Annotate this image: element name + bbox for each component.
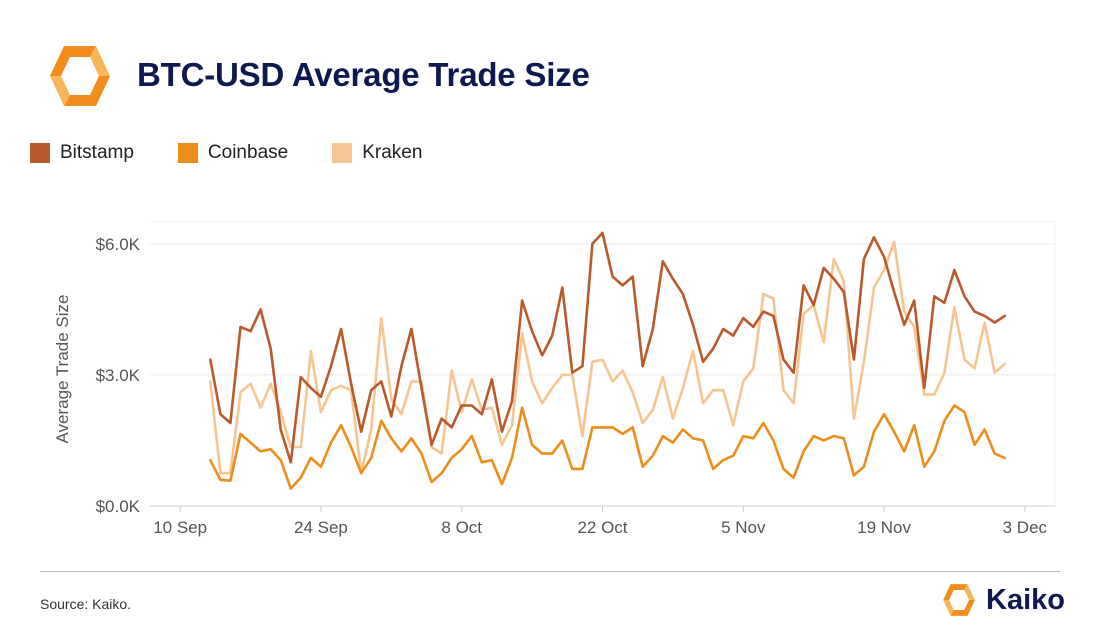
brand-logo-bottom-right-segment: [950, 600, 975, 616]
x-tick-label: 8 Oct: [441, 518, 482, 537]
x-tick-label: 24 Sep: [294, 518, 348, 537]
legend-item-kraken: Kraken: [332, 142, 422, 164]
legend-swatch-kraken: [332, 143, 353, 163]
legend-item-bitstamp: Bitstamp: [30, 142, 134, 164]
logo-bottom-right-segment: [64, 76, 110, 106]
legend-swatch-coinbase: [177, 143, 198, 163]
y-tick-label: $6.0K: [96, 235, 141, 254]
brand-logo-top-right-segment: [964, 584, 975, 600]
legend-label-kraken: Kraken: [362, 142, 423, 163]
footer-divider: [40, 571, 1060, 572]
logo-top-right-segment: [90, 46, 110, 76]
brand-name: Kaiko: [986, 583, 1065, 616]
x-tick-label: 19 Nov: [857, 518, 911, 537]
chart-legend: Bitstamp Coinbase Kraken: [30, 142, 466, 164]
series-line-bitstamp: [209, 231, 1007, 464]
y-axis-title: Average Trade Size: [53, 295, 72, 444]
kaiko-logo-icon: [943, 584, 975, 616]
legend-swatch-bitstamp: [30, 143, 50, 163]
x-tick-label: 5 Nov: [721, 518, 766, 537]
series-line-coinbase: [209, 404, 1007, 490]
page-title: BTC-USD Average Trade Size: [137, 56, 590, 93]
kaiko-logo-icon: [50, 46, 110, 106]
source-note: Source: Kaiko.: [40, 596, 132, 612]
series-line-kraken: [209, 240, 1007, 475]
logo-top-left-segment: [50, 46, 96, 76]
y-tick-label: $3.0K: [96, 366, 141, 385]
y-tick-label: $0.0K: [96, 497, 141, 516]
logo-bottom-left-segment: [50, 76, 70, 106]
legend-label-bitstamp: Bitstamp: [60, 142, 134, 163]
footer-brand: Kaiko: [940, 581, 1065, 619]
legend-item-coinbase: Coinbase: [177, 142, 289, 164]
x-tick-label: 3 Dec: [1003, 518, 1048, 537]
legend-label-coinbase: Coinbase: [207, 142, 289, 163]
x-tick-label: 10 Sep: [153, 518, 207, 537]
x-tick-label: 22 Oct: [577, 518, 627, 537]
brand-logo-bottom-left-segment: [943, 600, 954, 616]
brand-logo-top-left-segment: [943, 584, 968, 600]
